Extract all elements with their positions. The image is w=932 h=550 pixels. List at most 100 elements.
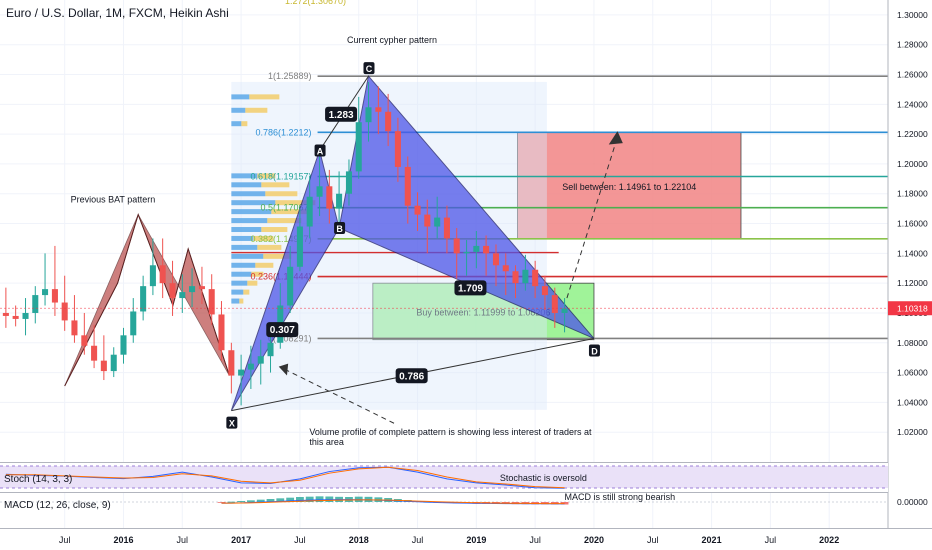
- volume-profile-bar-blue: [231, 298, 240, 304]
- stoch-annotation: Stochastic is oversold: [500, 473, 587, 483]
- time-tick-label: Jul: [647, 535, 659, 545]
- candle-body: [473, 245, 480, 252]
- candle-body: [149, 265, 156, 287]
- candle-body: [218, 314, 225, 351]
- volume-profile-bar-blue: [231, 280, 248, 286]
- macd-histogram-bar: [266, 499, 275, 502]
- price-tick-label: 1.02000: [897, 427, 928, 437]
- pattern-point-x-box: [226, 416, 238, 429]
- time-tick-label: Jul: [412, 535, 424, 545]
- ratio-label-box: [454, 280, 487, 296]
- volume-profile-bar-blue: [231, 271, 252, 277]
- pattern-point-c: C: [366, 64, 373, 74]
- macd-pane: MACD (12, 26, close, 9) MACD is still str…: [0, 492, 928, 511]
- candle-body: [463, 251, 470, 254]
- current-price-tag: [888, 301, 932, 316]
- time-tick-label: Jul: [765, 535, 777, 545]
- price-tick-label: 1.08000: [897, 338, 928, 348]
- time-tick-label: Jul: [529, 535, 541, 545]
- pattern-point-d: D: [591, 346, 598, 356]
- volume-profile-bar-blue: [231, 227, 262, 233]
- buy-zone-label: Buy between: 1.11999 to 1.08206: [416, 307, 550, 317]
- volume-profile-bar-yellow: [257, 244, 282, 250]
- stoch-label: Stoch (14, 3, 3): [4, 474, 72, 485]
- volume-profile-bar-yellow: [271, 209, 310, 215]
- candle-body: [424, 214, 431, 227]
- volume-profile-bar-blue: [231, 107, 246, 113]
- candle-body: [2, 312, 9, 316]
- candle-body: [375, 107, 382, 112]
- candle-body: [306, 196, 313, 227]
- time-axis[interactable]: Jul 2016 Jul 2017 Jul 2018 Jul 2019 Jul 2020 Jul 20…: [0, 528, 932, 550]
- candle-body: [71, 320, 78, 336]
- volume-profile-bar-blue: [231, 218, 268, 224]
- macd-annotation: MACD is still strong bearish: [565, 492, 676, 502]
- price-tick-label: 1.30000: [897, 10, 928, 20]
- candle-body: [434, 217, 441, 227]
- previous-bat-note: Previous BAT pattern: [71, 195, 156, 205]
- volume-profile-bar-yellow: [257, 173, 276, 179]
- volume-profile-bar-yellow: [251, 271, 264, 277]
- stoch-line-2: [5, 466, 565, 489]
- price-tick-label: 1.26000: [897, 70, 928, 80]
- current-pattern-note: Current cypher pattern: [347, 35, 437, 45]
- macd-histogram-bar: [305, 496, 314, 502]
- price-tick-label: 1.24000: [897, 99, 928, 109]
- candle-body: [394, 131, 401, 167]
- candle-body: [159, 265, 166, 284]
- volume-profile-bar-yellow: [255, 262, 274, 268]
- candle-body: [502, 265, 509, 272]
- candle-body: [91, 345, 98, 361]
- time-tick-label: 2022: [819, 535, 839, 545]
- time-tick-label: 2021: [702, 535, 722, 545]
- macd-histogram-bar: [256, 499, 265, 502]
- volume-profile-bar-blue: [231, 94, 250, 100]
- price-tick-label: 1.12000: [897, 278, 928, 288]
- volume-note-line1: Volume profile of complete pattern is sh…: [309, 427, 592, 437]
- volume-profile-bar-yellow: [241, 121, 248, 127]
- candle-body: [130, 311, 137, 336]
- pattern-point-a-box: [314, 144, 326, 157]
- macd-histogram-bar: [315, 496, 324, 502]
- candle-body: [453, 238, 460, 254]
- volume-profile-bar-blue: [231, 182, 262, 188]
- ratio-label-box: [395, 368, 428, 384]
- sell-zone: [517, 132, 742, 240]
- time-tick-label: 2016: [113, 535, 133, 545]
- candle-body: [110, 354, 117, 372]
- candle-body: [561, 308, 568, 313]
- pattern-point-d-box: [588, 344, 600, 357]
- fib-label-0: 0(1.08291): [268, 333, 312, 343]
- macd-tick-label: 0.00000: [897, 497, 928, 507]
- ratio-label-box: [325, 106, 358, 122]
- bat-pattern-outline: [64, 213, 230, 387]
- volume-profile-bar-yellow: [267, 218, 302, 224]
- time-axis-background: [0, 528, 932, 550]
- price-tick-label: 1.22000: [897, 129, 928, 139]
- price-tick-label: 1.28000: [897, 40, 928, 50]
- macd-signal-line: [221, 499, 565, 505]
- ratio-label: 0.786: [399, 371, 424, 382]
- time-tick-label: 2017: [231, 535, 251, 545]
- candle-body: [228, 350, 235, 376]
- volume-profile-bar-yellow: [265, 191, 298, 197]
- price-tick-label: 1.14000: [897, 248, 928, 258]
- candle-body: [355, 122, 362, 172]
- candle-body: [61, 302, 68, 321]
- price-tick-label: 1.20000: [897, 159, 928, 169]
- candle-body: [208, 289, 215, 315]
- price-axis[interactable]: 1.30000 1.28000 1.26000 1.24000 1.22000 1.200…: [887, 0, 932, 528]
- candle-body: [169, 283, 176, 299]
- fib-label-1: 1(1.25889): [268, 71, 312, 81]
- candle-body: [443, 217, 450, 239]
- volume-profile-bar-yellow: [253, 235, 274, 241]
- time-tick-label: Jul: [294, 535, 306, 545]
- candle-body: [365, 107, 372, 123]
- candle-body: [140, 286, 147, 312]
- chart-title: Euro / U.S. Dollar, 1M, FXCM, Heikin Ash…: [6, 6, 229, 20]
- fib-label-0_5: 0.5(1.17067): [261, 203, 312, 213]
- time-tick-label: 2020: [584, 535, 604, 545]
- macd-label: MACD (12, 26, close, 9): [4, 500, 111, 511]
- price-tick-label: 1.04000: [897, 397, 928, 407]
